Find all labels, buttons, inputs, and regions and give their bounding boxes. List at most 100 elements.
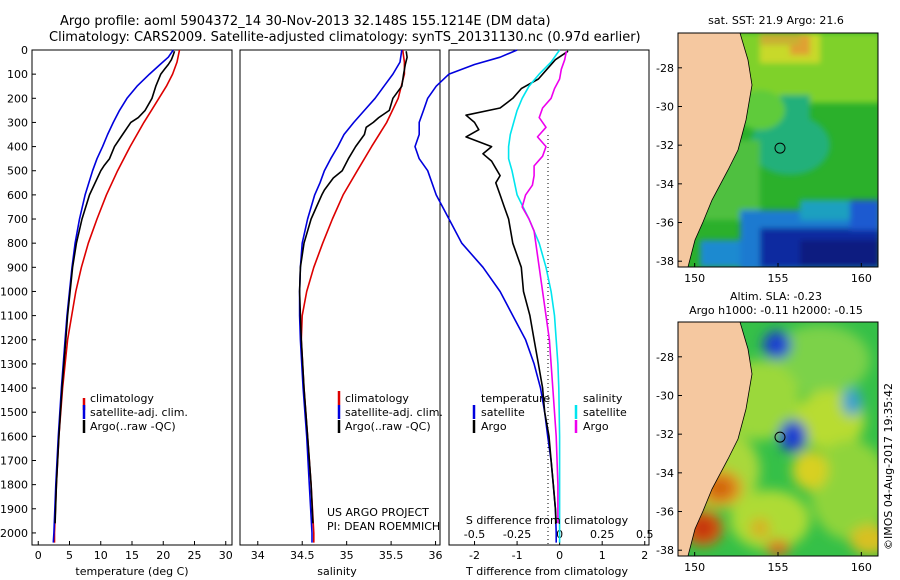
x-tick-label: 15 [125, 549, 139, 562]
x-tick-label: 0 [35, 549, 42, 562]
x-tick-label: 5 [66, 549, 73, 562]
depth-tick-label: 1300 [0, 358, 28, 371]
t-diff-tick-label: 2 [641, 549, 648, 562]
depth-tick-label: 700 [7, 213, 28, 226]
difference-panel: -2 -1 0 1 2-0.5 -0.25 0 0.25 0.5 S difference fr… [414, 49, 654, 578]
depth-tick-label: 400 [7, 141, 28, 154]
difference-axes [448, 49, 650, 546]
depth-axis: 0 100 200 300 400 500 600 700 800 900 1000 1100 1200… [0, 44, 36, 540]
lat-tick-label: -38 [656, 255, 674, 268]
salinity-line-satellite [298, 49, 403, 543]
depth-tick-label: 900 [7, 261, 28, 274]
x-tick-label: 34 [251, 549, 265, 562]
float-position-marker [774, 142, 786, 154]
depth-tick-label: 1400 [0, 382, 28, 395]
depth-tick-label: 1000 [0, 285, 28, 298]
t-diff-tick-label: 1 [599, 549, 606, 562]
legend-satellite: satellite-adj. clim. [90, 406, 188, 419]
lat-tick-label: -38 [656, 544, 674, 557]
depth-tick-label: 1900 [0, 503, 28, 516]
project-credit-line1: US ARGO PROJECT [327, 506, 429, 519]
legend-salinity-heading: salinity [583, 392, 623, 405]
temperature-line-climatology [53, 49, 181, 543]
lat-tick-label: -34 [656, 178, 674, 191]
figure-title-line1: Argo profile: aoml 5904372_14 30-Nov-201… [60, 14, 551, 29]
temperature-xlabel: temperature (deg C) [75, 565, 188, 578]
difference-line-sal_argo [521, 51, 568, 524]
sst-field [678, 33, 878, 267]
legend-argo: Argo(..raw -QC) [345, 420, 431, 433]
s-diff-tick-label: -0.25 [503, 528, 531, 541]
depth-tick-label: 1200 [0, 334, 28, 347]
legend-climatology: climatology [345, 392, 409, 405]
depth-tick-label: 1600 [0, 430, 28, 443]
temperature-line-satellite [52, 49, 174, 543]
temperature-difference-label: T difference from climatology [465, 565, 628, 578]
sla-map-title-line1: Altim. SLA: -0.23 [730, 290, 822, 303]
lat-tick-label: -34 [656, 467, 674, 480]
depth-tick-label: 1700 [0, 454, 28, 467]
lat-tick-label: -28 [656, 351, 674, 364]
copyright-timestamp: ©IMOS 04-Aug-2017 19:35:42 [882, 383, 895, 550]
salinity-panel: 34 34.5 35 35.5 36 salinity climatology sate… [239, 49, 443, 578]
figure-title-line2: Climatology: CARS2009. Satellite-adjuste… [49, 30, 641, 45]
salinity-xlabel: salinity [317, 565, 357, 578]
sst-map: sat. SST: 21.9 Argo: 21.6 [656, 14, 879, 285]
depth-tick-label: 500 [7, 165, 28, 178]
depth-tick-label: 0 [21, 44, 28, 57]
x-tick-label: 36 [429, 549, 443, 562]
lat-tick-label: -28 [656, 62, 674, 75]
salinity-difference-label: S difference from climatology [466, 514, 629, 527]
depth-tick-label: 1100 [0, 310, 28, 323]
x-tick-label: 25 [188, 549, 202, 562]
sla-map-title-line2: Argo h1000: -0.11 h2000: -0.15 [689, 304, 863, 317]
s-diff-tick-label: 0.25 [590, 528, 615, 541]
temperature-axes [31, 49, 233, 546]
legend-argo: Argo(..raw -QC) [90, 420, 176, 433]
temperature-profiles [52, 49, 181, 543]
s-diff-tick-label: -0.5 [464, 528, 485, 541]
lon-tick-label: 150 [684, 561, 705, 574]
x-tick-label: 30 [219, 549, 233, 562]
t-diff-tick-label: -1 [512, 549, 523, 562]
x-tick-label: 20 [156, 549, 170, 562]
x-tick-label: 34.5 [290, 549, 315, 562]
salinity-axes [239, 49, 441, 546]
depth-tick-label: 2000 [0, 527, 28, 540]
depth-tick-label: 1500 [0, 406, 28, 419]
depth-tick-label: 800 [7, 237, 28, 250]
sst-map-title: sat. SST: 21.9 Argo: 21.6 [708, 14, 844, 27]
salinity-legend: climatology satellite-adj. clim. Argo(..… [337, 391, 443, 433]
t-diff-tick-label: 0 [556, 549, 563, 562]
difference-legend: temperature satellite Argo salinity sate… [472, 392, 627, 433]
project-credit-line2: PI: DEAN ROEMMICH [327, 520, 440, 533]
lon-tick-label: 155 [768, 561, 789, 574]
x-tick-label: 10 [94, 549, 108, 562]
depth-tick-label: 1800 [0, 479, 28, 492]
sst-map-axes: 150 155 160 -28 -30 -32 -34 -36 -38 [656, 62, 872, 285]
lat-tick-label: -36 [656, 217, 674, 230]
difference-line-satellite [414, 49, 557, 543]
lat-tick-label: -36 [656, 506, 674, 519]
temperature-x-axis: 0 5 10 15 20 25 30 [35, 541, 233, 562]
t-diff-tick-label: -2 [469, 549, 480, 562]
salinity-x-axis: 34 34.5 35 35.5 36 [251, 541, 443, 562]
sla-field [678, 322, 878, 556]
temperature-panel: 0100200300400500600700800900100011001200… [0, 44, 233, 578]
legend-satellite: satellite-adj. clim. [345, 406, 443, 419]
float-position-marker [774, 431, 786, 443]
difference-line-argo [465, 50, 569, 524]
depth-tick-label: 600 [7, 189, 28, 202]
lat-tick-label: -30 [656, 389, 674, 402]
difference-profiles [414, 49, 569, 543]
x-tick-label: 35 [340, 549, 354, 562]
lat-tick-label: -32 [656, 139, 674, 152]
legend-temperature-heading: temperature [481, 392, 550, 405]
lat-tick-label: -32 [656, 428, 674, 441]
legend-climatology: climatology [90, 392, 154, 405]
lon-tick-label: 160 [851, 272, 872, 285]
depth-tick-label: 200 [7, 92, 28, 105]
temperature-legend: climatology satellite-adj. clim. Argo(..… [82, 392, 188, 433]
difference-x-axes: -2 -1 0 1 2-0.5 -0.25 0 0.25 0.5 [464, 528, 654, 562]
